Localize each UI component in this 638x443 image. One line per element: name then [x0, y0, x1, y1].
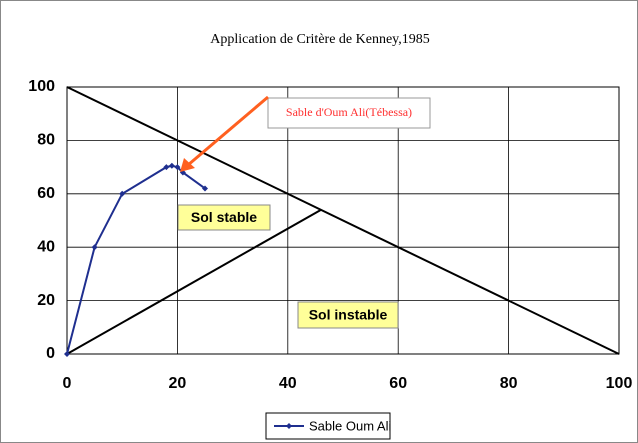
x-tick-label: 60: [389, 375, 407, 392]
y-tick-label: 20: [37, 292, 55, 309]
y-tick-label: 0: [46, 345, 55, 362]
marker: [168, 162, 175, 169]
legend-label: Sable Oum Ali: [309, 418, 391, 433]
x-tick-label: 20: [169, 375, 187, 392]
annotation-text: Sable d'Oum Ali(Tébessa): [286, 105, 412, 119]
reference-line: [66, 208, 322, 355]
marker: [163, 164, 170, 171]
annotation-text: Sol instable: [309, 307, 388, 323]
annotation-box: [297, 301, 399, 329]
arrow-head: [180, 158, 195, 172]
x-tick-label: 40: [279, 375, 297, 392]
y-tick-label: 100: [28, 78, 55, 95]
annotation-box: [267, 97, 431, 129]
marker: [119, 190, 126, 197]
annotation-box: [177, 204, 271, 231]
chart-title: Application de Critère de Kenney,1985: [210, 32, 430, 47]
marker: [174, 164, 181, 171]
marker: [64, 351, 70, 357]
legend-marker: [286, 423, 292, 429]
x-tick-label: 0: [63, 375, 72, 392]
legend: Sable Oum Ali: [265, 412, 391, 440]
annotation: Sol stable: [177, 204, 271, 231]
y-tick-label: 40: [37, 238, 55, 255]
y-tick-label: 60: [37, 185, 55, 202]
annotation: Sable d'Oum Ali(Tébessa): [180, 95, 431, 172]
marker: [91, 244, 98, 251]
x-tick-label: 80: [500, 375, 518, 392]
reference-line: [66, 86, 620, 355]
annotation: Sol instable: [297, 301, 399, 329]
y-tick-label: 80: [37, 132, 55, 149]
x-tick-label: 100: [606, 375, 633, 392]
marker: [202, 185, 208, 192]
annotation-text: Sol stable: [191, 209, 257, 225]
arrow-shaft: [187, 95, 269, 167]
